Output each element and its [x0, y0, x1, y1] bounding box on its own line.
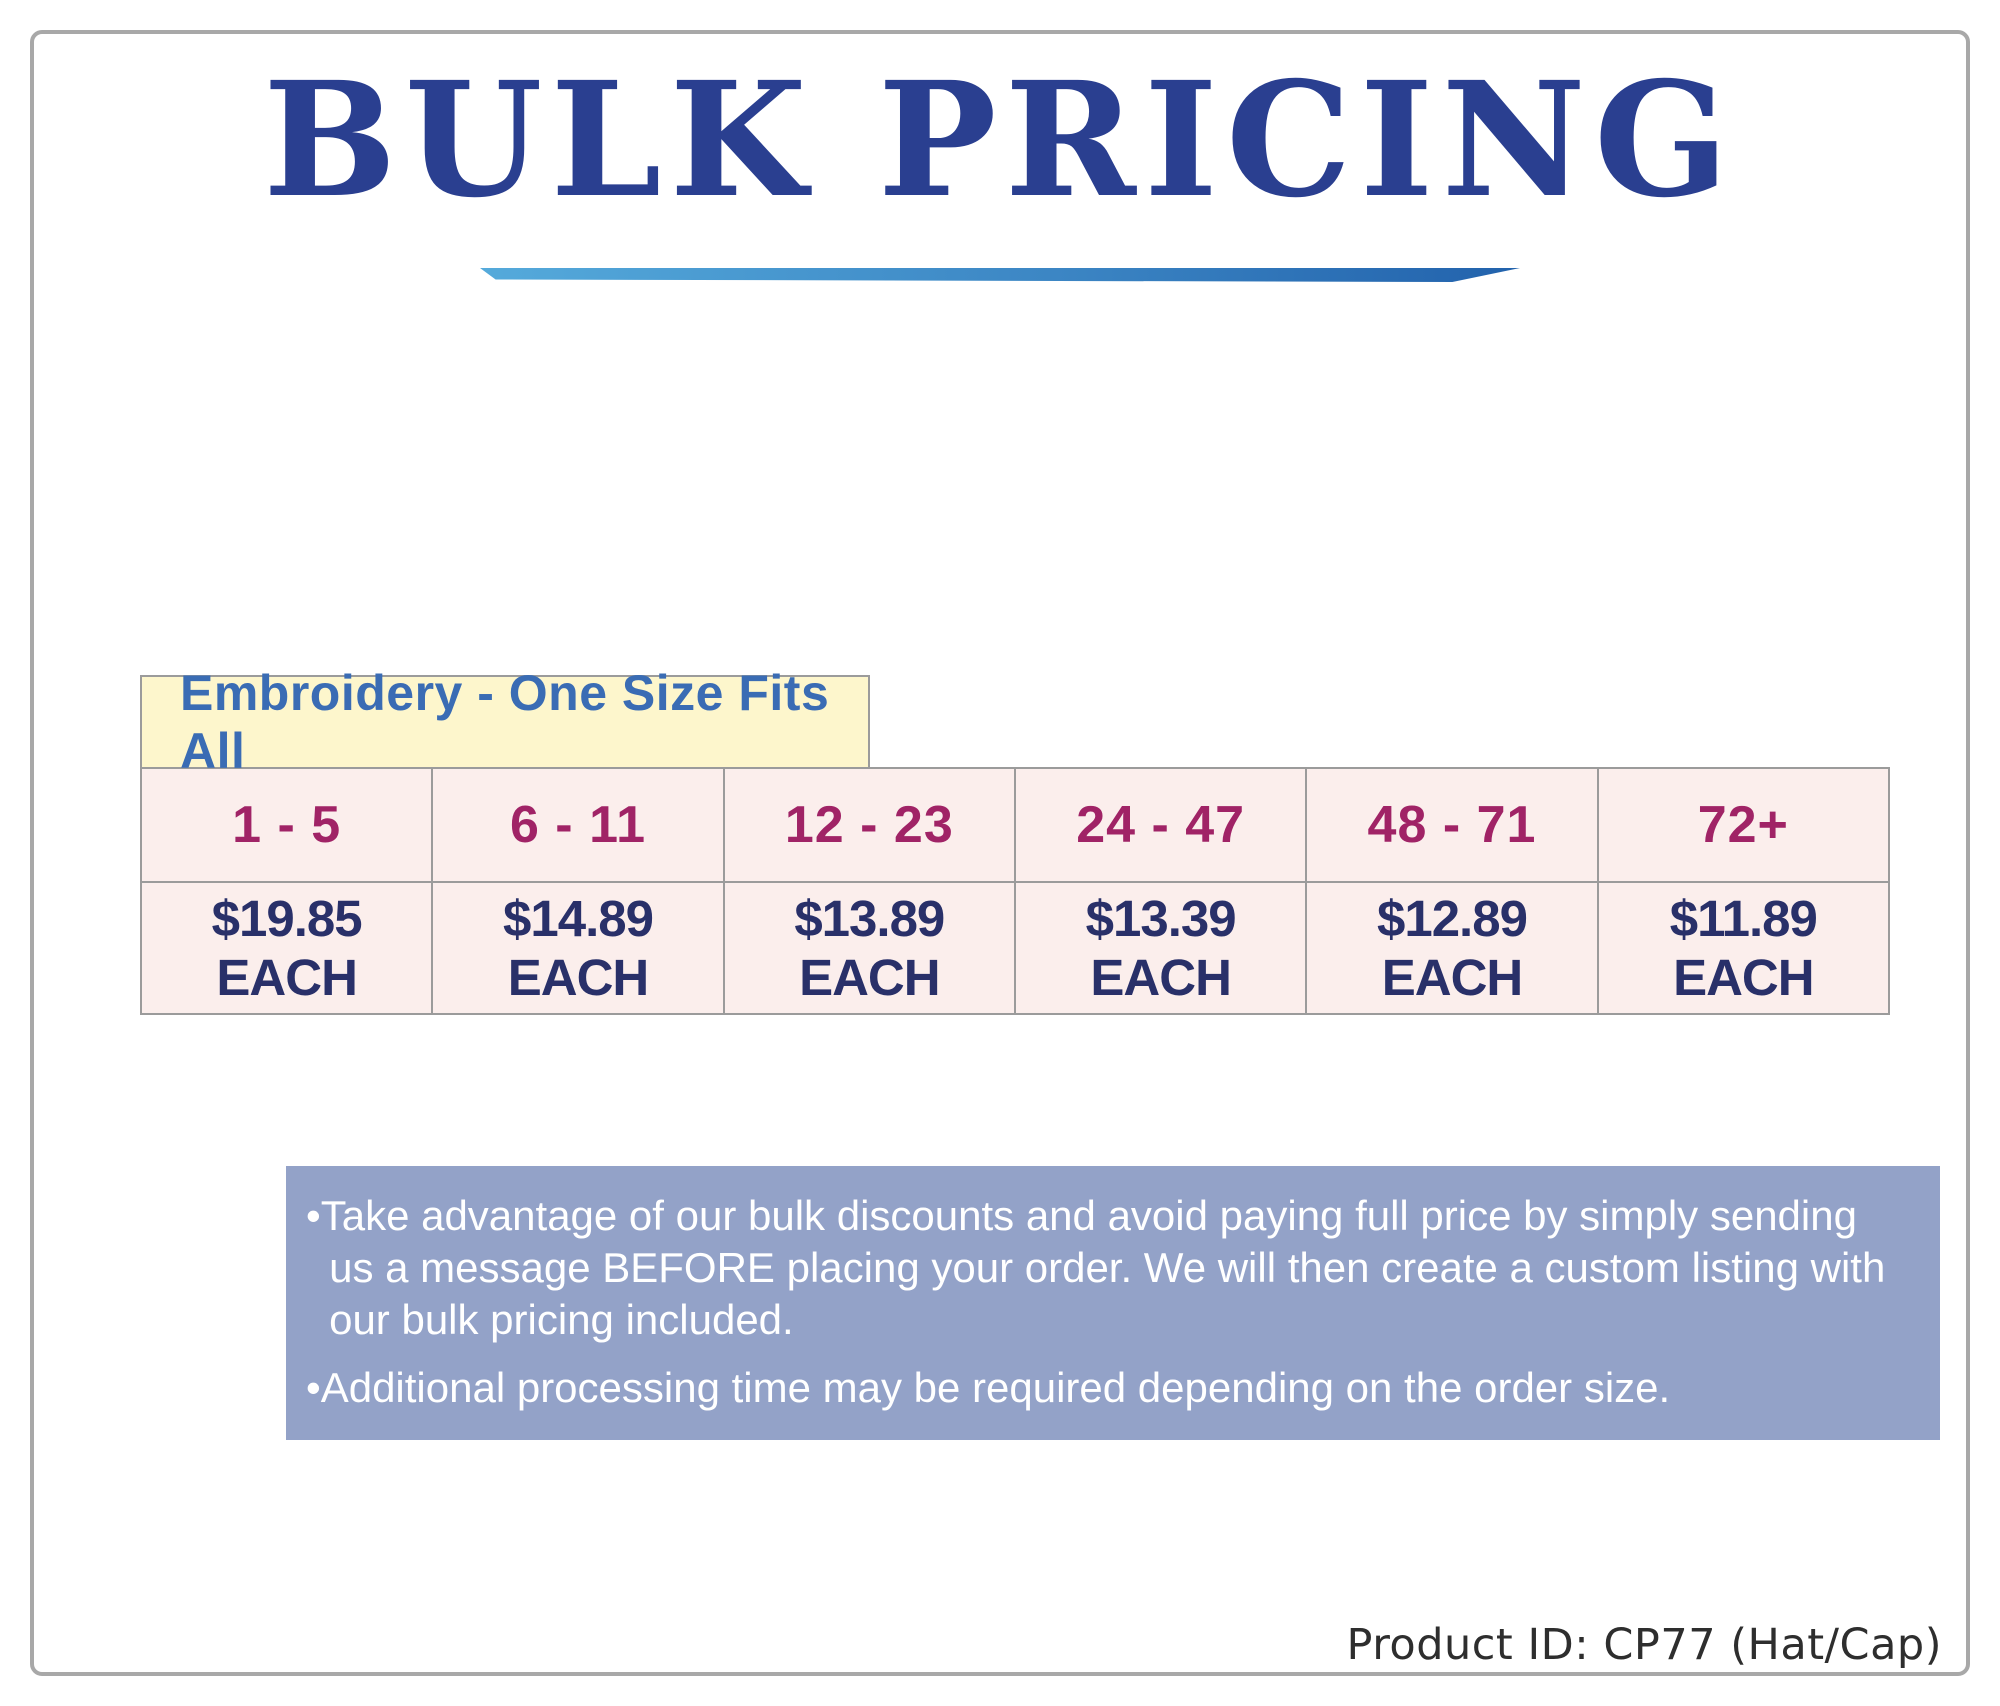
- range-cell: 6 - 11: [431, 767, 725, 883]
- pricing-table: Embroidery - One Size Fits All 1 - 5 6 -…: [139, 665, 1891, 1015]
- price-cell: $13.39 EACH: [1013, 881, 1308, 1015]
- price-cell: $13.89 EACH: [722, 881, 1016, 1015]
- price-cell: $19.85 EACH: [139, 881, 434, 1015]
- range-cell: 72+: [1596, 767, 1891, 883]
- range-cell: 12 - 23: [722, 767, 1016, 883]
- unit-price-row: $19.85 EACH $14.89 EACH $13.89 EACH $13.…: [139, 881, 1891, 1015]
- range-cell: 48 - 71: [1305, 767, 1599, 883]
- product-id-label: Product ID: CP77 (Hat/Cap): [1346, 1620, 1942, 1670]
- price-cell: $14.89 EACH: [431, 881, 725, 1015]
- note-item: •Additional processing time may be requi…: [306, 1364, 1671, 1412]
- page-title: BULK PRICING: [263, 48, 1737, 233]
- quantity-range-row: 1 - 5 6 - 11 12 - 23 24 - 47 48 - 71 72+: [139, 767, 1891, 883]
- range-cell: 1 - 5: [139, 767, 434, 883]
- note-item: •Take advantage of our bulk discounts an…: [306, 1192, 1886, 1344]
- pricing-table-title: Embroidery - One Size Fits All: [140, 665, 870, 779]
- title-underline-swoosh: [480, 268, 1520, 282]
- price-cell: $12.89 EACH: [1305, 881, 1599, 1015]
- range-cell: 24 - 47: [1013, 767, 1308, 883]
- bulk-discount-notes: •Take advantage of our bulk discounts an…: [286, 1166, 1940, 1441]
- tier-table: 1 - 5 6 - 11 12 - 23 24 - 47 48 - 71 72+…: [139, 767, 1891, 1015]
- price-cell: $11.89 EACH: [1596, 881, 1891, 1015]
